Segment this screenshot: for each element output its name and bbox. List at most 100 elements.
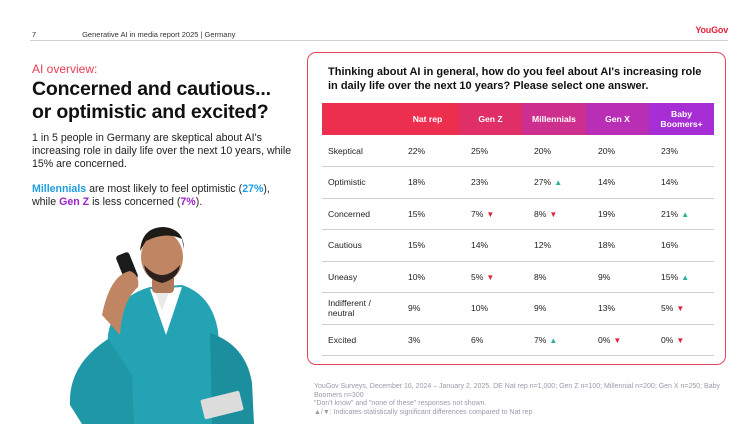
table-cell: 19%: [586, 198, 649, 230]
table-cell: 27% ▲: [522, 166, 586, 199]
corner-header-cell: [322, 103, 396, 135]
table-cell: 8%: [522, 261, 586, 293]
cell-value: 22%: [408, 145, 426, 156]
cell-value: 14%: [598, 177, 616, 188]
table-row: Optimistic 18% 23% 27% ▲ 14% 14%: [322, 166, 714, 199]
table-cell: 12%: [522, 229, 586, 262]
significant-down-icon: ▼: [676, 304, 685, 314]
cell-value: 8%: [534, 208, 547, 219]
millennials-highlight: Millennials: [32, 183, 87, 195]
cell-value: 18%: [598, 240, 616, 251]
row-label: Indifferent / neutral: [322, 292, 396, 325]
kicker: AI overview:: [32, 62, 98, 76]
significant-down-icon: ▼: [676, 335, 685, 345]
cell-value: 8%: [534, 271, 547, 282]
table-cell: 0% ▼: [586, 324, 649, 356]
report-title: Generative AI in media report 2025 | Ger…: [82, 30, 236, 39]
row-label: Excited: [322, 324, 396, 356]
table-cell: 14%: [649, 166, 714, 199]
table-header-row: Nat rep Gen Z Millennials Gen X Baby Boo…: [322, 103, 714, 135]
column-header: Gen X: [586, 103, 649, 135]
row-label: Concerned: [322, 198, 396, 230]
table-cell: 15% ▲: [649, 261, 714, 293]
cell-value: 10%: [408, 271, 426, 282]
table-cell: 18%: [396, 166, 459, 199]
cell-value: 23%: [661, 145, 679, 156]
table-cell: 7% ▼: [459, 198, 522, 230]
summary-text: 1 in 5 people in Germany are skeptical a…: [32, 132, 292, 170]
cell-value: 13%: [598, 303, 616, 314]
table-cell: 23%: [459, 166, 522, 199]
table-row: Cautious 15% 14% 12% 18% 16%: [322, 229, 714, 262]
column-header: Millennials: [522, 103, 586, 135]
footnote-source: YouGov Surveys, December 16, 2024 – Janu…: [314, 383, 720, 399]
cell-value: 10%: [471, 303, 489, 314]
cell-value: 15%: [661, 271, 679, 282]
cell-value: 15%: [408, 208, 426, 219]
table-cell: 9%: [522, 292, 586, 325]
cell-value: 0%: [598, 334, 611, 345]
column-header: Gen Z: [459, 103, 522, 135]
cell-value: 12%: [534, 240, 552, 251]
table-cell: 21% ▲: [649, 198, 714, 230]
cell-value: 15%: [408, 240, 426, 251]
headline-line-2: or optimistic and excited?: [32, 101, 269, 123]
yougov-logo: YouGov: [695, 25, 728, 35]
cell-value: 21%: [661, 208, 679, 219]
significant-up-icon: ▲: [549, 335, 558, 345]
significant-up-icon: ▲: [681, 272, 690, 282]
table-cell: 8% ▼: [522, 198, 586, 230]
page-number: 7: [32, 30, 37, 39]
row-label: Cautious: [322, 229, 396, 262]
cell-value: 5%: [661, 303, 674, 314]
table-cell: 15%: [396, 198, 459, 230]
table-cell: 0% ▼: [649, 324, 714, 356]
cell-value: 23%: [471, 177, 489, 188]
footnote-exclusions: "Don't know" and "none of these" respons…: [314, 400, 487, 408]
table-cell: 22%: [396, 135, 459, 167]
text-segment: is less concerned (: [89, 196, 181, 208]
cell-value: 20%: [598, 145, 616, 156]
headline-line-1: Concerned and cautious...: [32, 78, 271, 100]
results-table: Nat rep Gen Z Millennials Gen X Baby Boo…: [322, 103, 714, 356]
results-card: Thinking about AI in general, how do you…: [307, 52, 726, 365]
highlight-text: Millennials are most likely to feel opti…: [32, 183, 292, 209]
cell-value: 16%: [661, 240, 679, 251]
cell-value: 6%: [471, 334, 484, 345]
cell-value: 5%: [471, 271, 484, 282]
significant-down-icon: ▼: [486, 272, 495, 282]
header-divider: [30, 40, 728, 41]
table-row: Concerned 15% 7% ▼ 8% ▼ 19% 21% ▲: [322, 198, 714, 230]
text-segment: ), while: [32, 183, 270, 208]
row-label: Optimistic: [322, 166, 396, 199]
table-cell: 20%: [522, 135, 586, 167]
cell-value: 9%: [534, 303, 547, 314]
cell-value: 14%: [661, 177, 679, 188]
table-cell: 18%: [586, 229, 649, 262]
genz-highlight: Gen Z: [59, 196, 90, 208]
column-header: Nat rep: [396, 103, 459, 135]
significant-up-icon: ▲: [681, 209, 690, 219]
table-cell: 16%: [649, 229, 714, 262]
report-header: 7 Generative AI in media report 2025 | G…: [32, 30, 235, 39]
cell-value: 18%: [408, 177, 426, 188]
cell-value: 19%: [598, 208, 616, 219]
column-header: Baby Boomers+: [649, 103, 714, 135]
table-cell: 6%: [459, 324, 522, 356]
significant-down-icon: ▼: [613, 335, 622, 345]
table-cell: 3%: [396, 324, 459, 356]
table-cell: 13%: [586, 292, 649, 325]
significant-up-icon: ▲: [554, 178, 563, 188]
table-cell: 9%: [586, 261, 649, 293]
row-label: Skeptical: [322, 135, 396, 167]
cell-value: 9%: [598, 271, 611, 282]
cell-value: 27%: [534, 177, 552, 188]
cell-value: 14%: [471, 240, 489, 251]
text-segment: are most likely to feel optimistic (: [86, 183, 243, 195]
row-label: Uneasy: [322, 261, 396, 293]
table-cell: 14%: [586, 166, 649, 199]
table-cell: 23%: [649, 135, 714, 167]
table-cell: 5% ▼: [649, 292, 714, 325]
cell-value: 20%: [534, 145, 552, 156]
table-cell: 5% ▼: [459, 261, 522, 293]
